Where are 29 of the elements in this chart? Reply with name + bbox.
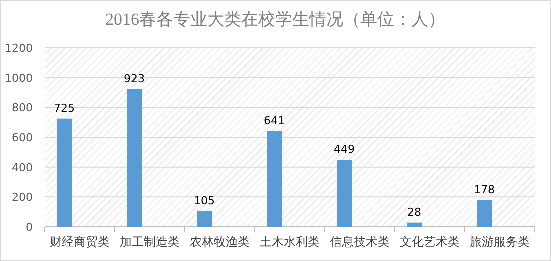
y-tick-label: 600 [12,132,33,144]
y-tick-label: 0 [26,221,33,234]
y-tick-label: 1200 [5,42,33,55]
data-label: 28 [408,206,422,219]
x-tick-label: 加工制造类 [120,235,180,249]
y-tick-label: 800 [12,102,33,115]
chart-title: 2016春各专业大类在校学生情况（单位：人） [106,10,446,29]
x-tick-label: 土木水利类 [260,235,320,249]
y-tick-label: 400 [12,161,33,174]
x-tick-label: 文化艺术类 [400,235,460,249]
x-tick-label: 旅游服务类 [470,235,530,249]
bar [267,131,282,227]
data-label: 725 [54,102,75,115]
data-label: 641 [264,114,285,128]
y-tick-label: 200 [12,191,33,204]
bar [477,200,492,227]
x-tick-label: 信息技术类 [330,235,390,249]
data-label: 449 [334,143,355,156]
bar [127,89,142,227]
bar [57,118,72,227]
y-tick-label: 1000 [5,72,33,85]
data-label: 923 [124,72,145,86]
x-tick-label: 财经商贸类 [50,235,110,249]
data-label: 105 [194,194,215,208]
bar [337,160,352,227]
bar [407,222,422,227]
bar [197,211,212,227]
data-label: 178 [474,183,495,196]
x-tick-label: 农林牧渔类 [190,235,250,249]
